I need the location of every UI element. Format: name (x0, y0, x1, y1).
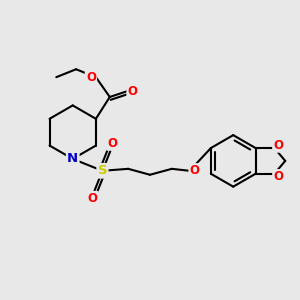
Text: O: O (128, 85, 137, 98)
Text: O: O (86, 71, 96, 84)
Text: O: O (273, 139, 283, 152)
Text: S: S (98, 164, 107, 177)
Text: O: O (273, 170, 283, 183)
Text: O: O (88, 192, 98, 205)
Text: O: O (107, 136, 117, 150)
Text: N: N (67, 152, 78, 165)
Text: O: O (190, 164, 200, 177)
